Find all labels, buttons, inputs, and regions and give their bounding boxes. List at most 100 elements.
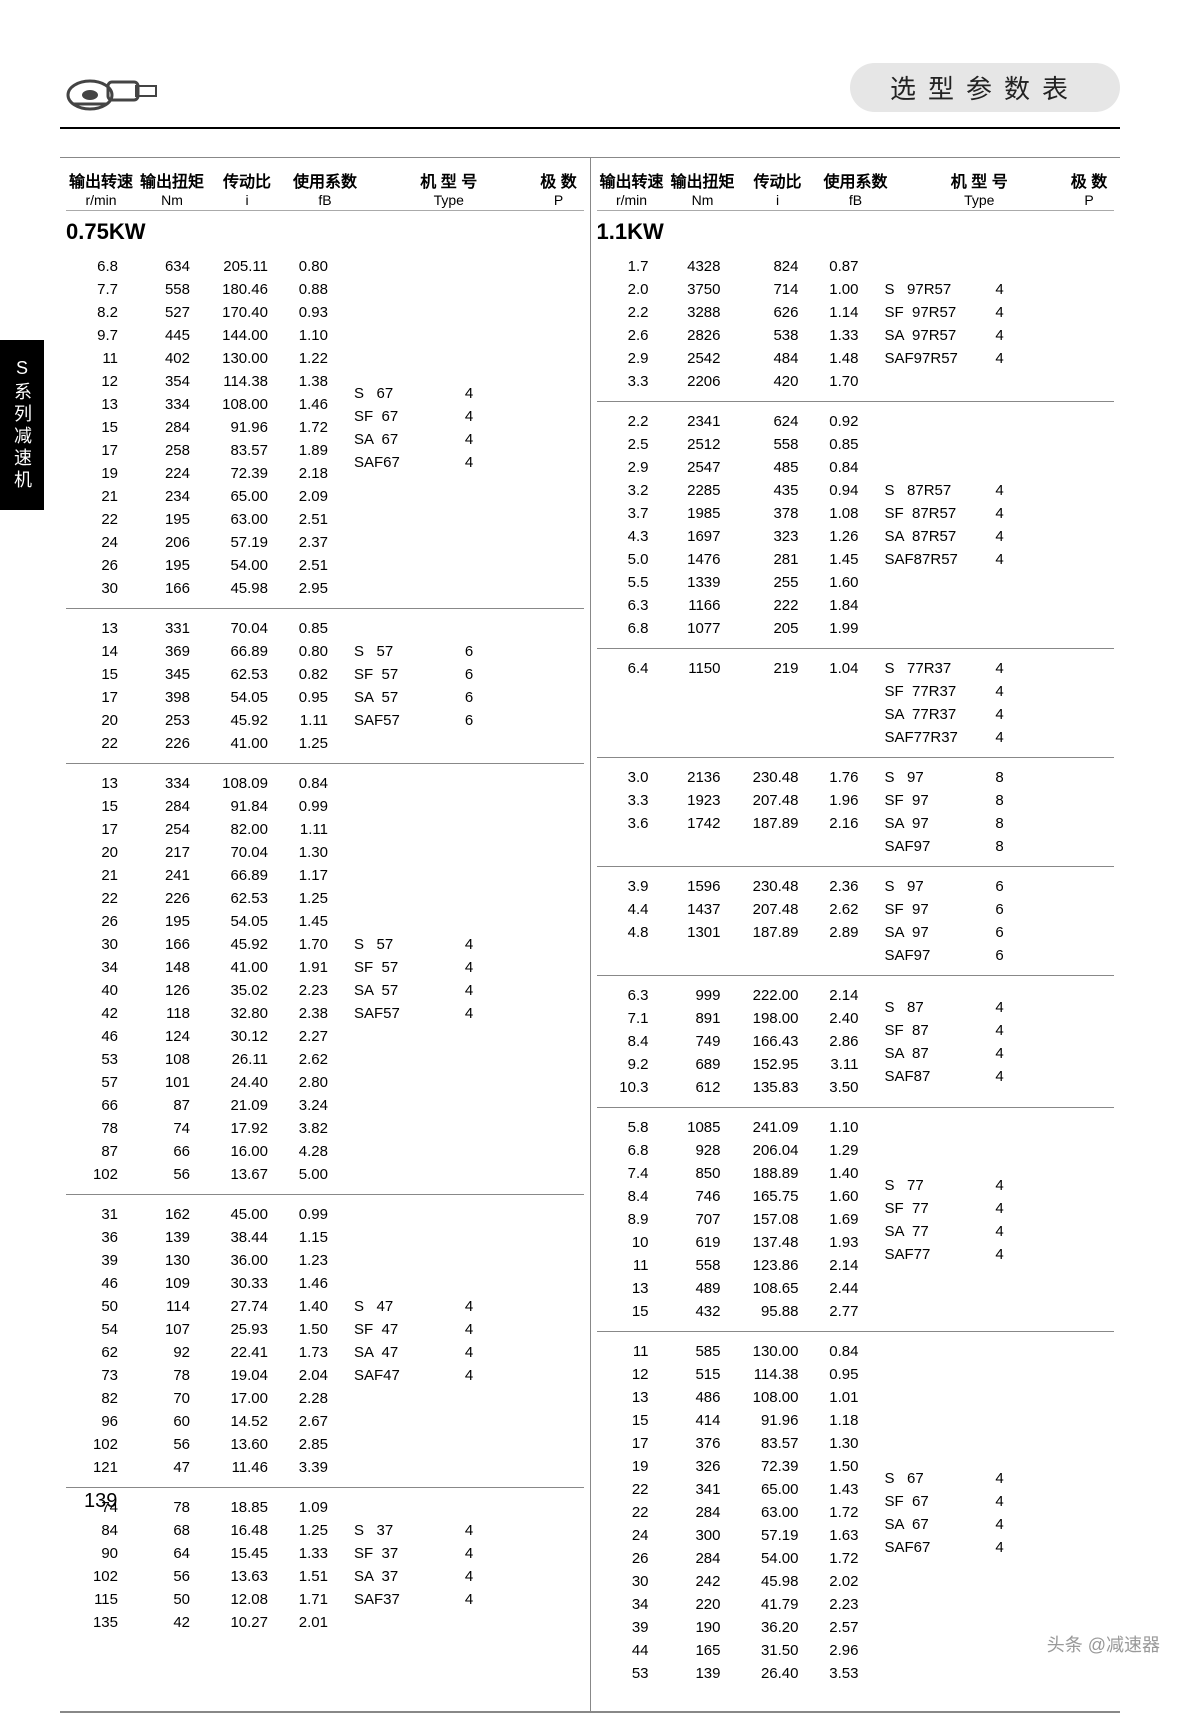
data-row: 5310826.112.62 — [66, 1048, 346, 1071]
data-row: 4416531.502.96 — [597, 1639, 877, 1662]
type-row: S 874 — [885, 996, 1115, 1019]
data-row: 1534562.530.82 — [66, 663, 346, 686]
type-row: SAF474 — [354, 1364, 584, 1387]
data-row: 2123465.002.09 — [66, 485, 346, 508]
type-list: S 774SF 774SA 774SAF774 — [877, 1116, 1115, 1323]
type-row: SA 474 — [354, 1341, 584, 1364]
data-row: 2.037507141.00 — [597, 278, 877, 301]
type-row: S 978 — [885, 766, 1115, 789]
data-block: 6.8634205.110.807.7558180.460.888.252717… — [66, 247, 584, 609]
watermark: 头条 @减速器 — [1047, 1631, 1160, 1657]
left-column: 输出转速r/min输出扭矩Nm传动比i使用系数fB机 型 号Type极 数P0.… — [60, 158, 590, 1711]
type-row: SF 874 — [885, 1019, 1115, 1042]
data-row: 12354114.381.38 — [66, 370, 346, 393]
data-row: 4.316973231.26 — [597, 525, 877, 548]
type-list: S 576SF 576SA 576SAF576 — [346, 617, 584, 755]
type-list: S 77R374SF 77R374SA 77R374SAF77R374 — [877, 657, 1115, 749]
data-row: 5313926.403.53 — [597, 1662, 877, 1685]
type-list: S 97R574SF 97R574SA 97R574SAF97R574 — [877, 255, 1115, 393]
type-row: SAF87R574 — [885, 548, 1115, 571]
data-row: 1025613.631.51 — [66, 1565, 346, 1588]
data-row: 8.9707157.081.69 — [597, 1208, 877, 1231]
data-row: 1025613.675.00 — [66, 1163, 346, 1186]
data-row: 7.1891198.002.40 — [597, 1007, 877, 1030]
type-list: S 674SF 674SA 674SAF674 — [346, 255, 584, 600]
data-row: 11402130.001.22 — [66, 347, 346, 370]
data-row: 2619554.051.45 — [66, 910, 346, 933]
type-row: SA 574 — [354, 979, 584, 1002]
type-row: S 87R574 — [885, 479, 1115, 502]
type-row: S 576 — [354, 640, 584, 663]
data-row: 876616.004.28 — [66, 1140, 346, 1163]
data-row: 1543295.882.77 — [597, 1300, 877, 1323]
data-row: 5.513392551.60 — [597, 571, 877, 594]
type-row: SF 574 — [354, 956, 584, 979]
data-block: 5.81085241.091.106.8928206.041.297.48501… — [597, 1108, 1115, 1332]
col-head-3: 使用系数fB — [817, 168, 895, 208]
type-row: SF 674 — [354, 405, 584, 428]
data-row: 966014.522.67 — [66, 1410, 346, 1433]
data-row: 2.925424841.48 — [597, 347, 877, 370]
data-block: 1333170.040.851436966.890.801534562.530.… — [66, 609, 584, 764]
data-row: 7.7558180.460.88 — [66, 278, 346, 301]
type-row: SF 77R374 — [885, 680, 1115, 703]
type-row: SF 474 — [354, 1318, 584, 1341]
col-head-4: 机 型 号Type — [895, 168, 1065, 208]
type-row: SF 374 — [354, 1542, 584, 1565]
data-row: 13486108.001.01 — [597, 1386, 877, 1409]
data-row: 13334108.001.46 — [66, 393, 346, 416]
data-row: 3.719853781.08 — [597, 502, 877, 525]
data-row: 5.81085241.091.10 — [597, 1116, 877, 1139]
type-row: SA 374 — [354, 1565, 584, 1588]
data-row: 4211832.802.38 — [66, 1002, 346, 1025]
data-row: 4012635.022.23 — [66, 979, 346, 1002]
type-row: S 674 — [354, 382, 584, 405]
data-row: 1541491.961.18 — [597, 1409, 877, 1432]
data-row: 1725883.571.89 — [66, 439, 346, 462]
data-row: 2628454.001.72 — [597, 1547, 877, 1570]
type-row: S 374 — [354, 1519, 584, 1542]
data-row: 1932672.391.50 — [597, 1455, 877, 1478]
power-rating: 0.75KW — [66, 211, 584, 247]
type-list: S 874SF 874SA 874SAF874 — [877, 984, 1115, 1099]
data-row: 787417.923.82 — [66, 1117, 346, 1140]
data-row: 13489108.652.44 — [597, 1277, 877, 1300]
data-row: 8.2527170.400.93 — [66, 301, 346, 324]
data-row: 8.4746165.751.60 — [597, 1185, 877, 1208]
data-row: 3.61742187.892.16 — [597, 812, 877, 835]
data-row: 2.232886261.14 — [597, 301, 877, 324]
data-row: 1922472.392.18 — [66, 462, 346, 485]
side-tab: S系列减速机 — [0, 340, 44, 510]
data-row: 2430057.191.63 — [597, 1524, 877, 1547]
data-row: 6.3999222.002.14 — [597, 984, 877, 1007]
data-row: 827017.002.28 — [66, 1387, 346, 1410]
col-head-2: 传动比i — [739, 168, 817, 208]
gearbox-logo — [60, 60, 170, 115]
data-row: 5.014762811.45 — [597, 548, 877, 571]
type-row: S 674 — [885, 1467, 1115, 1490]
data-row: 10619137.481.93 — [597, 1231, 877, 1254]
type-row: SA 976 — [885, 921, 1115, 944]
data-row: 4.81301187.892.89 — [597, 921, 877, 944]
type-row: SF 576 — [354, 663, 584, 686]
type-row: SA 978 — [885, 812, 1115, 835]
type-row: SA 774 — [885, 1220, 1115, 1243]
data-row: 629222.411.73 — [66, 1341, 346, 1364]
type-row: SA 674 — [354, 428, 584, 451]
data-row: 13334108.090.84 — [66, 772, 346, 795]
data-row: 1.743288240.87 — [597, 255, 877, 278]
data-row: 2228463.001.72 — [597, 1501, 877, 1524]
data-row: 1214711.463.39 — [66, 1456, 346, 1479]
type-row: SAF97R574 — [885, 347, 1115, 370]
type-row: SF 97R574 — [885, 301, 1115, 324]
data-row: 668721.093.24 — [66, 1094, 346, 1117]
column-header: 输出转速r/min输出扭矩Nm传动比i使用系数fB机 型 号Type极 数P — [66, 166, 584, 211]
data-row: 6.8634205.110.80 — [66, 255, 346, 278]
type-row: SF 978 — [885, 789, 1115, 812]
data-row: 1436966.890.80 — [66, 640, 346, 663]
type-list: S 87R574SF 87R574SA 87R574SAF87R574 — [877, 410, 1115, 640]
type-row: SF 976 — [885, 898, 1115, 921]
data-row: 2234165.001.43 — [597, 1478, 877, 1501]
data-row: 6.810772051.99 — [597, 617, 877, 640]
data-row: 3024245.982.02 — [597, 1570, 877, 1593]
